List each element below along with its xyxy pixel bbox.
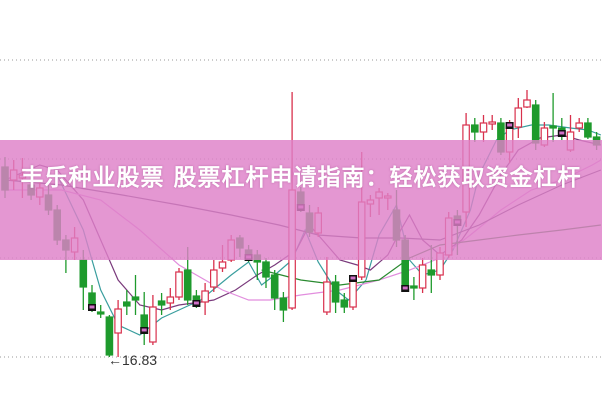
title-banner bbox=[0, 140, 602, 260]
candle bbox=[122, 290, 131, 315]
candle bbox=[523, 90, 531, 108]
candle bbox=[140, 292, 149, 345]
candle-body bbox=[514, 107, 523, 128]
candle bbox=[105, 315, 114, 357]
candle bbox=[166, 288, 175, 310]
candle bbox=[471, 118, 479, 142]
candle-body bbox=[340, 299, 349, 308]
candle-body bbox=[279, 297, 288, 311]
candle-body bbox=[79, 259, 88, 288]
signal-marker-accent bbox=[141, 328, 147, 332]
candle-body bbox=[488, 121, 497, 125]
candle-body bbox=[471, 124, 479, 133]
candle bbox=[418, 258, 427, 293]
candle bbox=[210, 260, 218, 292]
candle bbox=[340, 293, 349, 313]
page-title: 丰乐种业股票 股票杠杆申请指南：轻松获取资金杠杆 bbox=[20, 165, 582, 191]
candle bbox=[549, 93, 557, 142]
candle-body bbox=[201, 290, 209, 303]
candle bbox=[149, 295, 157, 345]
candle-body bbox=[323, 281, 331, 313]
candle-body bbox=[175, 271, 183, 298]
candle bbox=[331, 275, 340, 313]
candle bbox=[96, 305, 105, 318]
candle-body bbox=[270, 274, 279, 299]
candle-body bbox=[575, 122, 584, 129]
low-price-annotation: ←16.83 bbox=[108, 352, 157, 368]
candle-body bbox=[166, 296, 175, 304]
candle bbox=[514, 98, 523, 138]
candle-body bbox=[349, 279, 357, 308]
candle-body bbox=[105, 316, 114, 356]
candle bbox=[279, 292, 288, 322]
candle bbox=[175, 268, 183, 300]
candle-body bbox=[262, 261, 270, 278]
candle-body bbox=[584, 122, 592, 138]
signal-marker-accent bbox=[402, 286, 408, 290]
candle bbox=[479, 115, 488, 142]
candle bbox=[349, 275, 357, 310]
candle-body bbox=[210, 269, 218, 288]
candle-body bbox=[96, 311, 105, 315]
candle-body bbox=[418, 264, 427, 289]
signal-marker-accent bbox=[193, 301, 199, 305]
candle-body bbox=[523, 99, 531, 108]
candle-body bbox=[531, 104, 540, 144]
candle-body bbox=[131, 296, 140, 301]
candle-body bbox=[157, 300, 166, 306]
candle-body bbox=[149, 306, 157, 343]
signal-marker-accent bbox=[507, 123, 513, 127]
candle-body bbox=[331, 281, 340, 303]
signal-marker-accent bbox=[350, 276, 356, 280]
candle-body bbox=[410, 285, 418, 289]
candle bbox=[575, 118, 584, 132]
signal-marker-accent bbox=[89, 305, 95, 309]
candle-body bbox=[427, 269, 436, 276]
candle bbox=[557, 118, 566, 140]
candle bbox=[114, 300, 122, 357]
candle bbox=[488, 115, 497, 130]
candle-body bbox=[183, 269, 192, 301]
low-price-value: 16.83 bbox=[122, 352, 158, 368]
candle-body bbox=[479, 122, 488, 133]
candle-body bbox=[122, 301, 131, 307]
arrow-left-icon: ← bbox=[108, 352, 122, 368]
candle bbox=[323, 257, 331, 315]
signal-marker-accent bbox=[559, 131, 565, 135]
candle-body bbox=[114, 308, 122, 334]
candle-body bbox=[549, 125, 557, 129]
moving-average-line bbox=[56, 124, 602, 336]
candle bbox=[157, 293, 166, 315]
candle bbox=[192, 290, 201, 308]
candle bbox=[131, 275, 140, 315]
candle bbox=[201, 283, 209, 315]
candle bbox=[262, 258, 270, 288]
candle bbox=[584, 118, 592, 139]
candle-body bbox=[218, 261, 227, 269]
candle bbox=[88, 285, 96, 312]
candle bbox=[410, 277, 418, 300]
candle bbox=[270, 270, 279, 310]
